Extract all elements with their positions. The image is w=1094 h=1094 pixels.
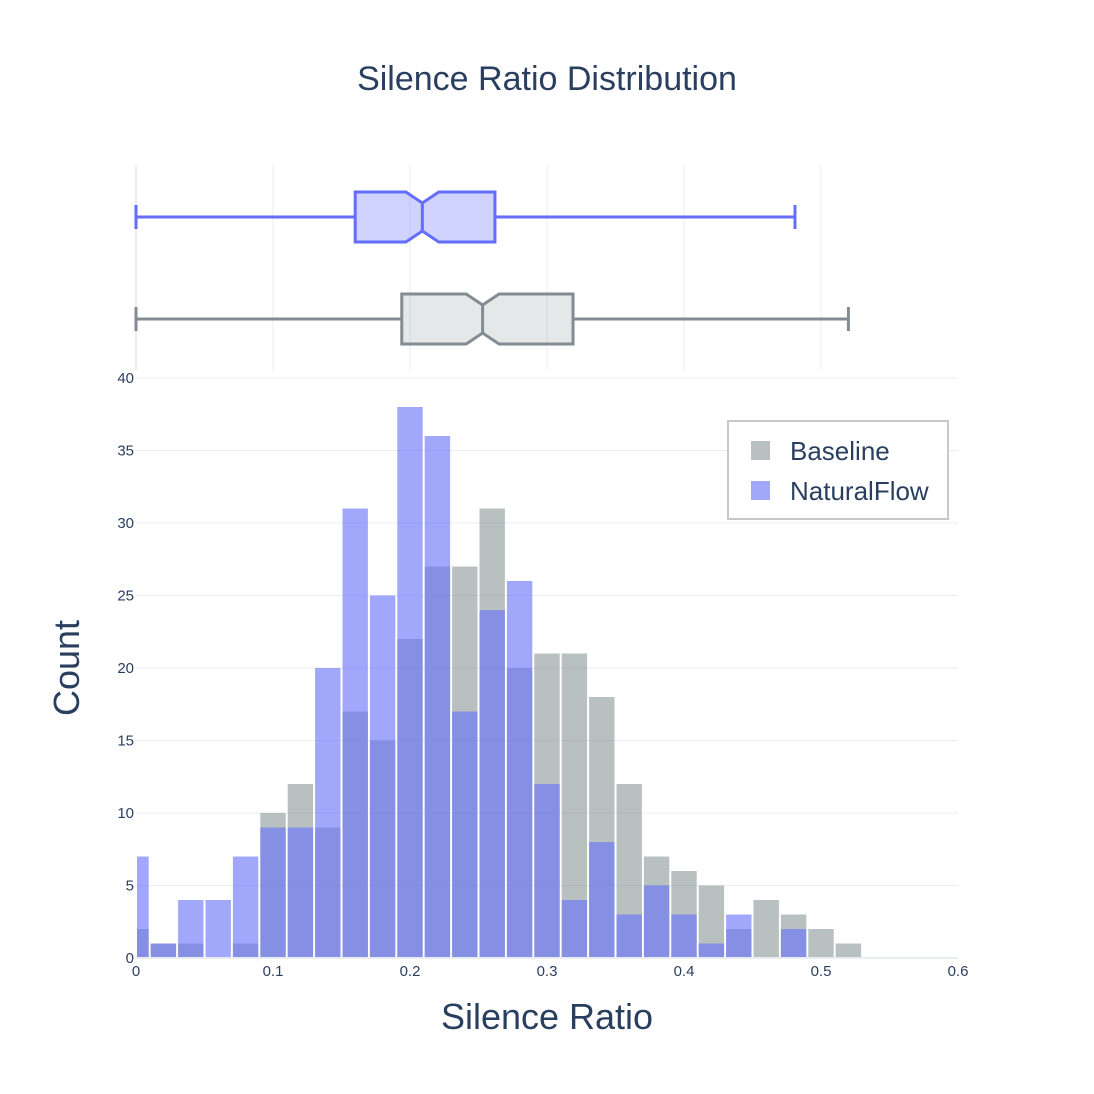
legend-swatch-baseline — [751, 441, 770, 460]
bar-naturalflow — [260, 827, 286, 958]
bar-naturalflow — [315, 668, 341, 958]
bar-naturalflow — [424, 436, 451, 958]
legend-swatch-naturalflow — [751, 481, 770, 500]
bar-baseline — [835, 943, 862, 958]
bar-baseline — [753, 900, 779, 958]
bar-naturalflow — [342, 508, 368, 958]
y-tick-label: 20 — [117, 660, 134, 677]
chart-title: Silence Ratio Distribution — [357, 60, 737, 98]
bar-naturalflow — [726, 914, 752, 958]
bar-naturalflow — [287, 827, 314, 958]
box-plot-naturalflow — [134, 190, 797, 244]
y-axis-title: Count — [46, 620, 87, 716]
bar-naturalflow — [479, 610, 505, 958]
bar-naturalflow — [205, 900, 231, 958]
bar-naturalflow — [589, 842, 615, 958]
y-tick-label: 15 — [117, 733, 134, 750]
y-tick-label: 25 — [117, 588, 134, 605]
histogram-bars — [137, 407, 862, 958]
x-tick-label: 0 — [132, 963, 140, 980]
box-body — [353, 190, 497, 244]
y-tick-label: 0 — [126, 950, 134, 967]
y-tick-label: 35 — [117, 443, 134, 460]
bar-naturalflow — [698, 943, 725, 958]
bar-naturalflow — [452, 711, 478, 958]
box-body — [400, 292, 575, 346]
y-tick-label: 40 — [117, 370, 134, 387]
box-plot-baseline — [134, 292, 850, 346]
y-tick-label: 5 — [126, 878, 134, 895]
bar-naturalflow — [397, 407, 423, 958]
legend-box — [727, 420, 949, 520]
bar-naturalflow — [643, 885, 670, 958]
bar-naturalflow — [671, 914, 697, 958]
bar-naturalflow — [178, 900, 204, 958]
bar-naturalflow — [150, 943, 177, 958]
bar-naturalflow — [534, 784, 560, 958]
y-tick-label: 10 — [117, 805, 134, 822]
bar-baseline — [808, 929, 834, 958]
x-tick-label: 0.5 — [811, 963, 832, 980]
box-plot-panel — [134, 165, 850, 370]
x-tick-label: 0.4 — [674, 963, 695, 980]
bar-naturalflow — [616, 914, 642, 958]
bar-naturalflow — [561, 900, 588, 958]
bar-naturalflow — [369, 595, 396, 958]
bar-naturalflow — [137, 856, 149, 958]
x-tick-label: 0.1 — [263, 963, 284, 980]
bar-naturalflow — [232, 856, 259, 958]
x-tick-label: 0.3 — [537, 963, 558, 980]
x-axis-title: Silence Ratio — [441, 996, 653, 1037]
y-tick-label: 30 — [117, 515, 134, 532]
legend-label-naturalflow: NaturalFlow — [790, 476, 929, 506]
legend-label-baseline: Baseline — [790, 436, 890, 466]
axes: 0 0.1 0.2 0.3 0.4 0.5 0.6 0 5 10 15 20 25 30 35 40 — [117, 370, 968, 980]
bar-naturalflow — [780, 929, 807, 958]
bar-naturalflow — [506, 581, 533, 958]
x-tick-label: 0.2 — [400, 963, 421, 980]
legend: Baseline NaturalFlow — [727, 420, 949, 520]
x-tick-label: 0.6 — [948, 963, 969, 980]
